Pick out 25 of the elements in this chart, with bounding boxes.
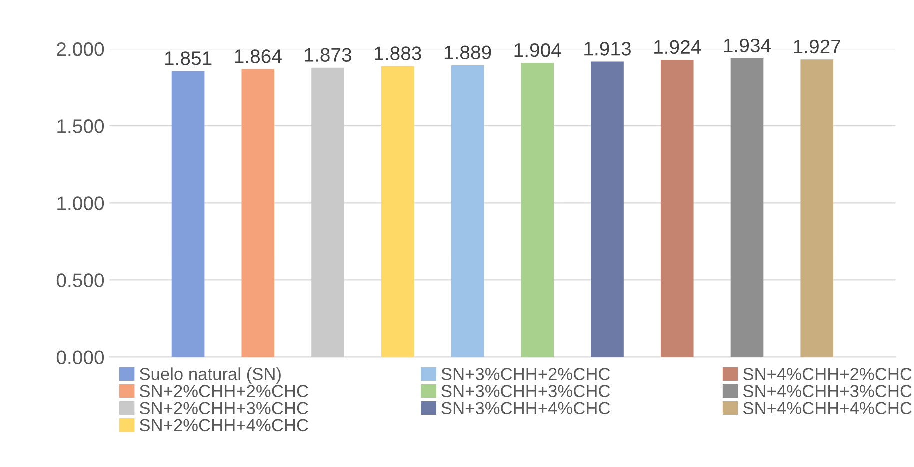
text: 1.851 <box>165 52 212 66</box>
text: 1.883 <box>375 46 422 60</box>
text: 1.924 <box>654 40 702 54</box>
text: 1.889 <box>444 46 492 60</box>
text: 1.873 <box>305 48 352 62</box>
y-tick-label: 1.000 <box>58 196 104 210</box>
legend-label: SN+3%CHH+2%CHC <box>442 368 610 380</box>
legend-label: SN+3%CHH+4%CHC <box>442 402 610 415</box>
legend-label: SN+4%CHH+2%CHC <box>743 368 912 380</box>
text: 1.934 <box>724 38 772 53</box>
legend-label: SN+2%CHH+2%CHC <box>140 385 308 398</box>
text: 1.864 <box>235 50 282 64</box>
y-tick-label: 1.500 <box>58 120 104 134</box>
y-tick-label: 0.000 <box>56 350 104 364</box>
legend-label: SN+4%CHH+3%CHC <box>743 385 912 398</box>
y-tick-label: 0.500 <box>56 274 104 288</box>
text: 1.913 <box>584 42 631 56</box>
legend-label: SN+2%CHH+4%CHC <box>140 419 308 432</box>
legend-label: SN+4%CHH+4%CHC <box>743 402 912 415</box>
legend-label: Suelo natural (SN) <box>140 368 281 384</box>
text: 1.904 <box>514 43 562 58</box>
y-tick-label: 2.000 <box>57 42 104 56</box>
text: 1.927 <box>794 40 840 54</box>
legend-label: SN+2%CHH+3%CHC <box>140 402 308 415</box>
legend-label: SN+3%CHH+3%CHC <box>442 385 610 398</box>
